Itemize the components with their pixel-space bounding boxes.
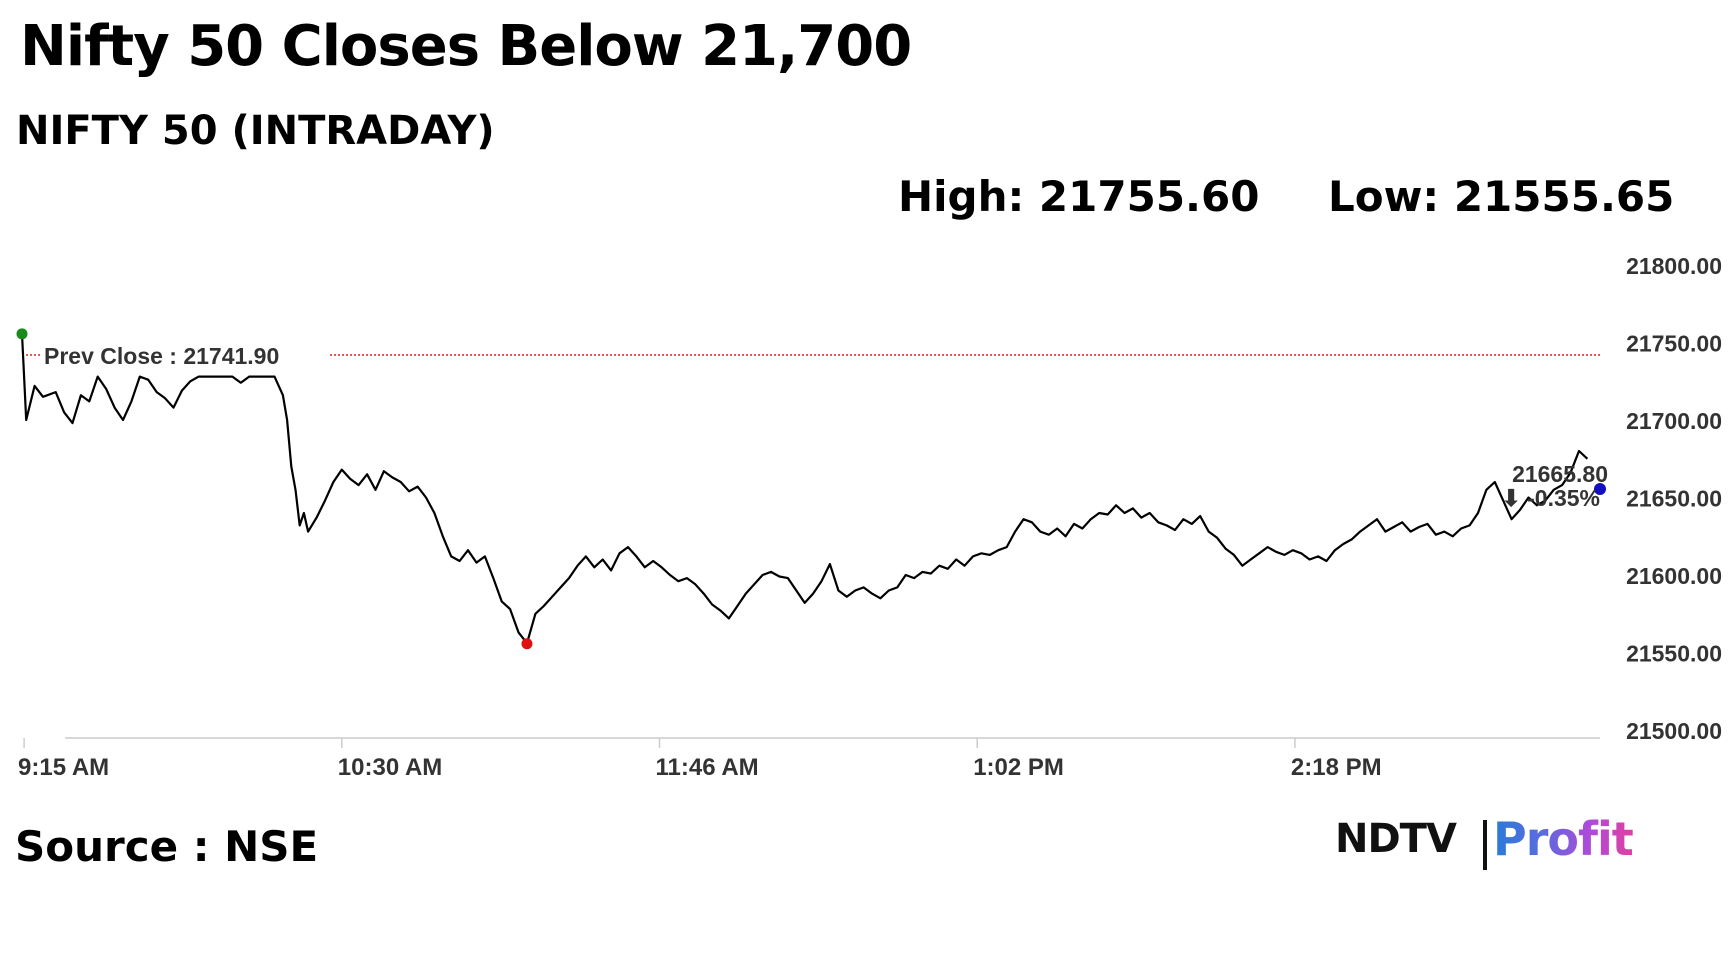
nifty-series-line [20,333,1589,645]
last-value-label: 21665.80 [1512,461,1608,487]
high-point-marker [16,328,28,340]
high-label: High: 21755.60 [898,172,1260,221]
change-label: ⬇ -0.35% [1501,485,1600,511]
y-tick-label: 21700.00 [1626,408,1722,434]
x-tick-label: 10:30 AM [338,754,442,781]
y-tick-label: 21600.00 [1626,563,1722,589]
y-tick-label: 21550.00 [1626,641,1722,667]
ndtv-profit-logo: NDTV Profit [1335,812,1635,874]
low-point-marker [521,638,533,650]
y-tick-label: 21500.00 [1626,718,1722,744]
prev-close-label: Prev Close : 21741.90 [44,343,279,369]
x-tick-label: 1:02 PM [973,754,1064,781]
low-label: Low: 21555.65 [1328,172,1675,221]
logo-divider [1483,820,1487,870]
x-tick-label: 9:15 AM [18,754,109,781]
source-label: Source : NSE [15,822,319,871]
logo-ndtv-text: NDTV [1335,816,1457,862]
y-tick-label: 21750.00 [1626,331,1722,357]
x-tick-label: 2:18 PM [1291,754,1382,781]
chart-title: Nifty 50 Closes Below 21,700 [20,14,912,79]
logo-profit-text: Profit [1493,812,1634,866]
last-point-marker [1594,483,1606,496]
y-tick-label: 21650.00 [1626,486,1722,512]
x-tick-label: 11:46 AM [656,754,759,781]
chart-subtitle: NIFTY 50 (INTRADAY) [16,108,495,154]
y-tick-label: 21800.00 [1626,253,1722,279]
